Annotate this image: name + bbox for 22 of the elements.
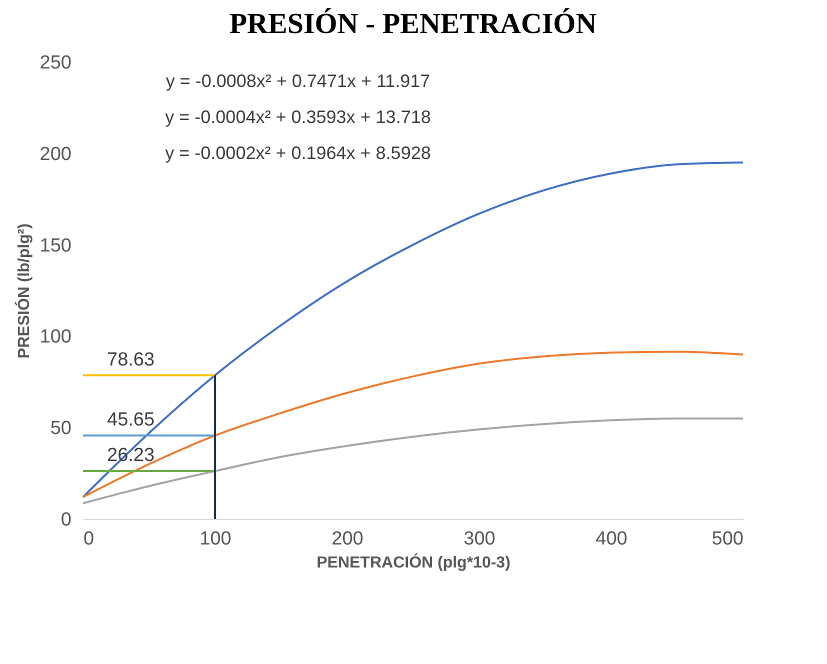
y-tick-label: 200 <box>40 144 72 165</box>
y-tick-label: 100 <box>40 326 72 348</box>
x-tick-label: 300 <box>464 528 496 550</box>
data-label: 45.65 <box>107 410 155 431</box>
line-series <box>82 350 744 498</box>
chart-title: PRESIÓN - PENETRACIÓN <box>229 8 597 40</box>
x-tick-label: 100 <box>200 528 232 550</box>
y-tick-label: 50 <box>50 418 72 440</box>
annotation: y = -0.0004x² + 0.3593x + 13.718 <box>165 107 431 127</box>
line-series <box>82 162 744 498</box>
annotation: y = -0.0002x² + 0.1964x + 8.5928 <box>165 143 431 163</box>
x-tick-label: 200 <box>332 528 364 550</box>
x-tick-label: 0 <box>84 528 94 550</box>
x-tick-label: 500 <box>712 528 744 550</box>
x-tick-label: 400 <box>596 528 628 550</box>
data-label: 78.63 <box>107 349 155 370</box>
x-axis-title: PENETRACIÓN (plg*10-3) <box>316 552 510 572</box>
annotation: y = -0.0008x² + 0.7471x + 11.917 <box>166 71 430 91</box>
y-tick-label: 250 <box>40 52 72 74</box>
y-tick-label: 0 <box>60 510 72 530</box>
y-tick-label: 150 <box>40 235 72 256</box>
y-axis-title: PRESIÓN (lb/plg²) <box>14 223 33 359</box>
